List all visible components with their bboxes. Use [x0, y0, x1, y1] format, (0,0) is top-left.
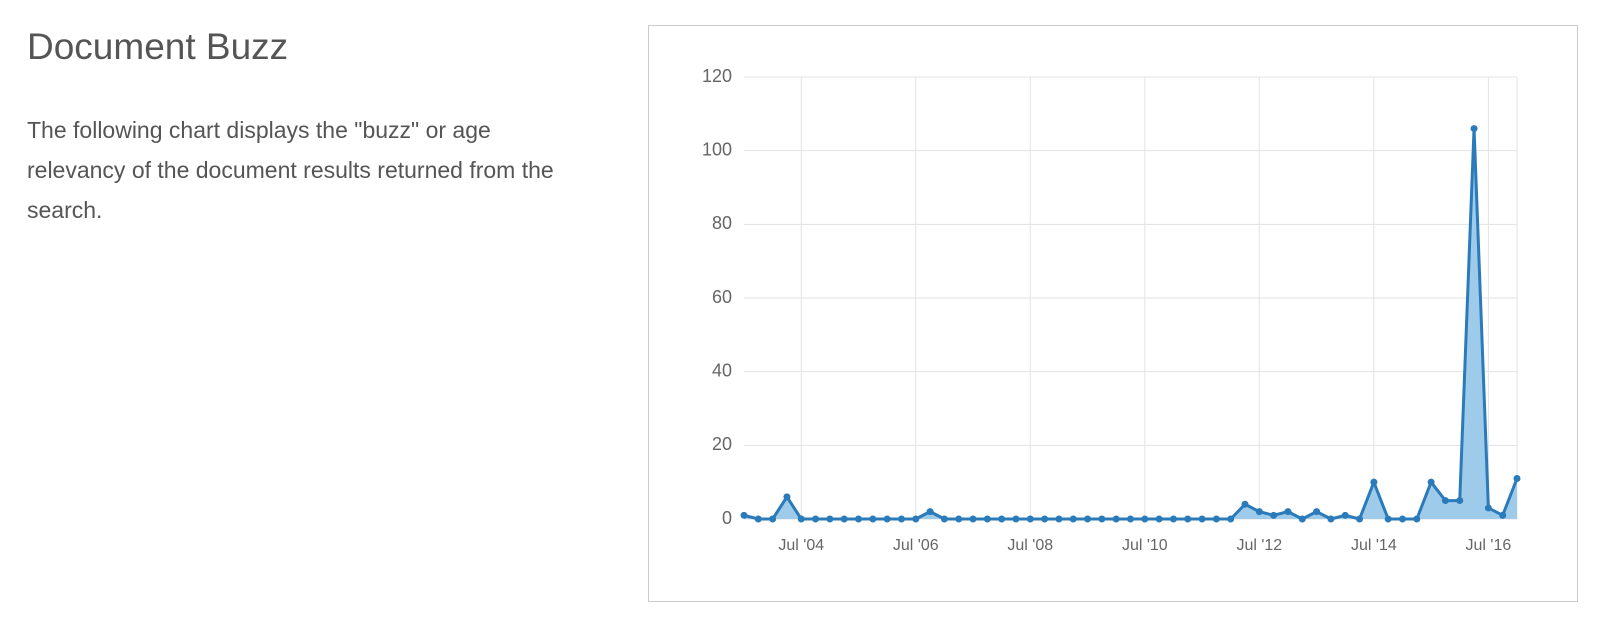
point	[1456, 497, 1464, 505]
point	[740, 511, 748, 519]
point	[1169, 515, 1177, 523]
point	[1513, 474, 1521, 482]
point	[826, 515, 834, 523]
point	[1370, 478, 1378, 486]
description: The following chart displays the "buzz" …	[27, 117, 554, 223]
point	[940, 515, 948, 523]
point	[1384, 515, 1392, 523]
point	[1012, 515, 1020, 523]
point	[1255, 508, 1263, 516]
point	[1155, 515, 1163, 523]
point	[1198, 515, 1206, 523]
point	[869, 515, 877, 523]
point	[969, 515, 977, 523]
point	[797, 515, 805, 523]
y-tick-label: 20	[712, 434, 732, 454]
point	[983, 515, 991, 523]
y-tick-label: 100	[702, 139, 732, 159]
point	[1141, 515, 1149, 523]
point	[812, 515, 820, 523]
x-tick-label: Jul '10	[1122, 537, 1168, 554]
point	[1499, 511, 1507, 519]
area	[744, 128, 1517, 520]
line	[743, 127, 1519, 521]
point	[883, 515, 891, 523]
chart: 0 20 40 60 80 100 120 Jul '04 Jul '06 Jul '08 Jul …	[648, 25, 1578, 602]
point	[1069, 515, 1077, 523]
point	[1341, 511, 1349, 519]
point	[1227, 515, 1235, 523]
point	[1184, 515, 1192, 523]
point	[1284, 508, 1292, 516]
point	[1041, 515, 1049, 523]
x-tick-label: Jul '08	[1007, 537, 1053, 554]
x-tick-label: Jul '04	[778, 537, 824, 554]
y-tick-label: 40	[712, 360, 732, 380]
point	[1327, 515, 1335, 523]
x-tick-label: Jul '12	[1236, 537, 1282, 554]
point	[1356, 515, 1364, 523]
point	[1026, 515, 1034, 523]
point	[1398, 515, 1406, 523]
point	[754, 515, 762, 523]
y-tick-label: 120	[702, 66, 732, 86]
point	[1127, 515, 1134, 523]
point	[855, 515, 863, 523]
point	[1212, 515, 1220, 523]
point	[1441, 497, 1449, 505]
y-tick-label: 0	[722, 508, 732, 528]
point	[769, 515, 777, 523]
point	[1413, 515, 1421, 523]
point	[1084, 515, 1092, 523]
point	[1470, 125, 1478, 133]
point	[1055, 515, 1063, 523]
point	[1112, 515, 1120, 523]
point	[912, 515, 920, 523]
point	[1270, 511, 1278, 519]
point	[1313, 508, 1321, 516]
x-tick-label: Jul '16	[1465, 537, 1511, 554]
point	[897, 515, 905, 523]
point	[1298, 515, 1306, 523]
point	[955, 515, 963, 523]
page-title: Document Buzz	[27, 26, 289, 67]
x-tick-label: Jul '06	[893, 537, 939, 554]
point	[840, 515, 848, 523]
y-tick-label: 60	[712, 287, 732, 307]
point	[1427, 478, 1435, 486]
x-tick-label: Jul '14	[1351, 537, 1397, 554]
point	[926, 508, 934, 516]
point	[1241, 500, 1249, 508]
point	[783, 493, 791, 501]
point	[1484, 504, 1492, 512]
point	[998, 515, 1006, 523]
y-tick-label: 80	[712, 213, 732, 233]
point	[1098, 515, 1106, 523]
